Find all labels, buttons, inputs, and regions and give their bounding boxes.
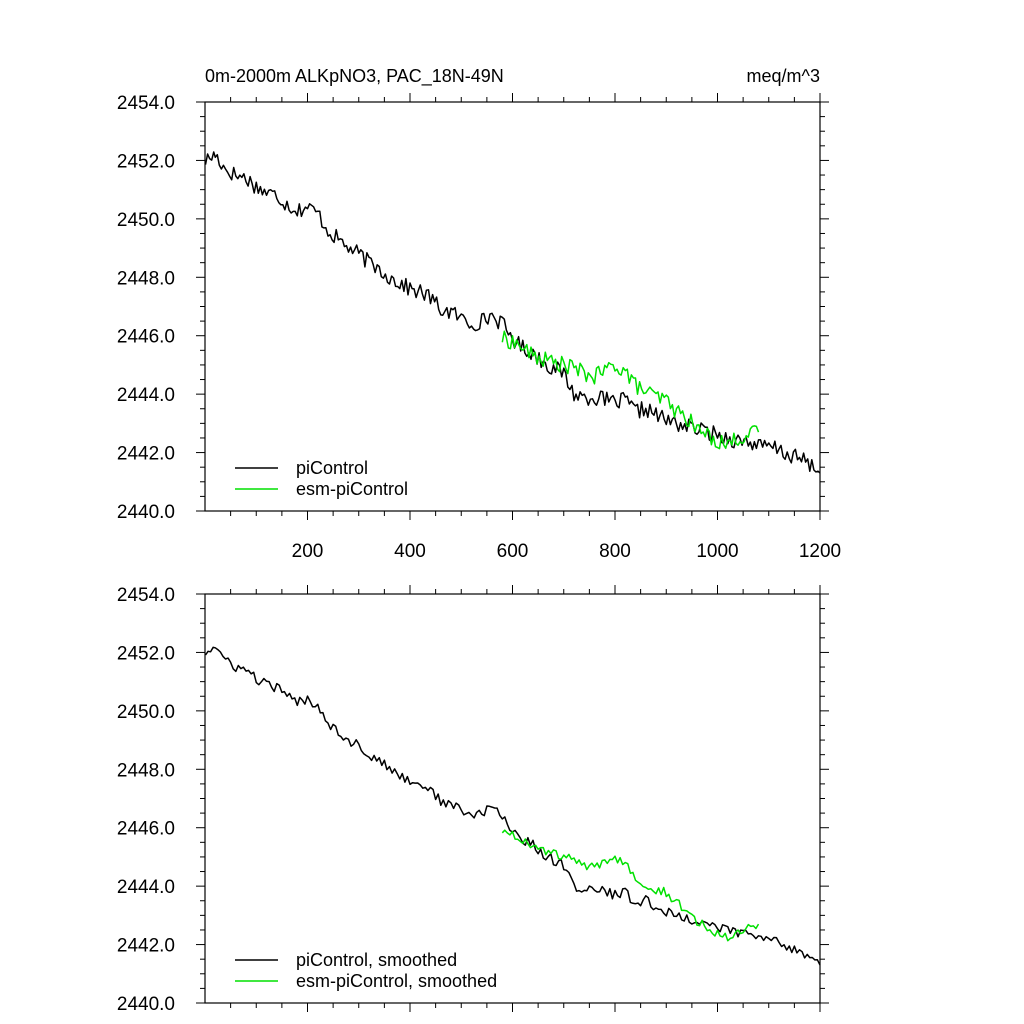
bottom-ytick-label: 2440.0	[117, 994, 175, 1015]
top-xtick-label: 200	[292, 541, 324, 562]
top-xtick-label: 600	[497, 541, 529, 562]
bottom-legend-label: piControl, smoothed	[296, 950, 457, 970]
top-ytick-label: 2450.0	[117, 210, 175, 231]
top-ytick-label: 2446.0	[117, 327, 175, 348]
top-xtick-label: 1200	[799, 541, 841, 562]
top-ytick-label: 2442.0	[117, 444, 175, 465]
bottom-ytick-label: 2454.0	[117, 585, 175, 606]
top-ytick-label: 2452.0	[117, 151, 175, 172]
top-series-line-esm-picontrol	[501, 330, 760, 450]
top-legend-label: esm-piControl	[296, 479, 408, 499]
bottom-ytick-label: 2448.0	[117, 760, 175, 781]
bottom-ytick-label: 2444.0	[117, 877, 175, 898]
top-xtick-label: 800	[599, 541, 631, 562]
top-xtick-label: 400	[394, 541, 426, 562]
bottom-ytick-label: 2442.0	[117, 936, 175, 957]
bottom-panel: 2440.0 2442.0 2444.0 2446.0 2448.0 2450.0 2452…	[117, 585, 829, 1015]
bottom-ytick-label: 2446.0	[117, 819, 175, 840]
bottom-series-line-esm-picontrol-smoothed	[501, 829, 760, 942]
bottom-legend-label: esm-piControl, smoothed	[296, 971, 497, 991]
top-ytick-label: 2440.0	[117, 502, 175, 523]
top-ytick-label: 2444.0	[117, 385, 175, 406]
top-xtick-label: 1000	[696, 541, 738, 562]
bottom-ytick-label: 2450.0	[117, 702, 175, 723]
top-legend-label: piControl	[296, 458, 368, 478]
top-ytick-label: 2454.0	[117, 93, 175, 114]
chart-units: meq/m^3	[747, 66, 820, 86]
bottom-ytick-label: 2452.0	[117, 643, 175, 664]
top-ytick-label: 2448.0	[117, 268, 175, 289]
chart-title: 0m-2000m ALKpNO3, PAC_18N-49N	[205, 66, 504, 87]
top-panel: 2440.0 2442.0 2444.0 2446.0 2448.0 2450.0 2452…	[117, 93, 841, 562]
